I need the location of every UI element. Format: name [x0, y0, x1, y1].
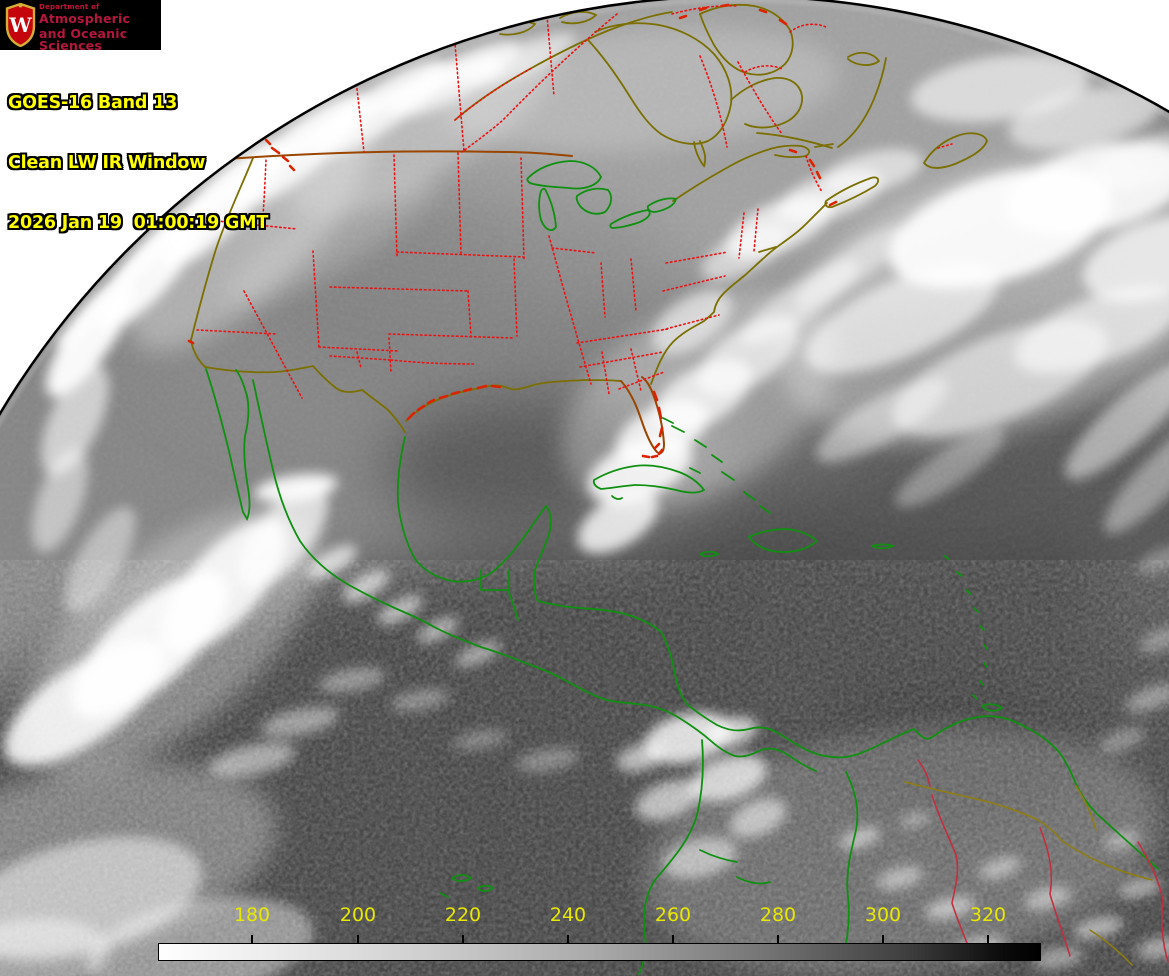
logo-department-of: Department of: [39, 3, 100, 11]
colorbar-label-220: 220: [444, 904, 482, 926]
colorbar-tick: [357, 935, 359, 943]
colorbar-tick: [672, 935, 674, 943]
colorbar-tick: [987, 935, 989, 943]
colorbar-label-280: 280: [759, 904, 797, 926]
colorbar-tick: [567, 935, 569, 943]
colorbar-label-300: 300: [864, 904, 902, 926]
title-timestamp: 2026 Jan 19 01:00:19 GMT: [8, 213, 269, 233]
colorbar-label-180: 180: [233, 904, 271, 926]
south-america-yellow-borders: [904, 781, 1153, 966]
logo-line2: and Oceanic Sciences: [39, 25, 128, 53]
colorbar-label-240: 240: [549, 904, 587, 926]
latin-america-overlay: [205, 160, 1159, 975]
limb-cloud-band: [55, 54, 501, 354]
svg-text:W: W: [8, 13, 32, 37]
logo-line1: Atmospheric: [39, 11, 131, 26]
colorbar-label-320: 320: [969, 904, 1007, 926]
title-product: Clean LW IR Window: [8, 153, 206, 173]
temperature-colorbar: [158, 943, 1041, 961]
colorbar-label-200: 200: [339, 904, 377, 926]
state-borders-overlay: [196, 5, 953, 399]
colorbar-tick: [462, 935, 464, 943]
coastal-highlight-marks: [187, 3, 838, 459]
aos-logo-banner: W Department of Atmospheric and Oceanic …: [0, 0, 161, 53]
colorbar-tick: [777, 935, 779, 943]
colorbar-tick: [251, 935, 253, 943]
south-america-red-borders: [917, 759, 1169, 963]
colorbar-tick: [882, 935, 884, 943]
cloud-systems: [0, 32, 1169, 976]
colorbar-label-260: 260: [654, 904, 692, 926]
image-title-block: GOES-16 Band 13 Clean LW IR Window 2026 …: [8, 53, 268, 253]
uw-crest-icon: W: [5, 3, 36, 47]
us-coastline-overlay: [190, 3, 988, 433]
title-satellite-band: GOES-16 Band 13: [8, 93, 178, 113]
